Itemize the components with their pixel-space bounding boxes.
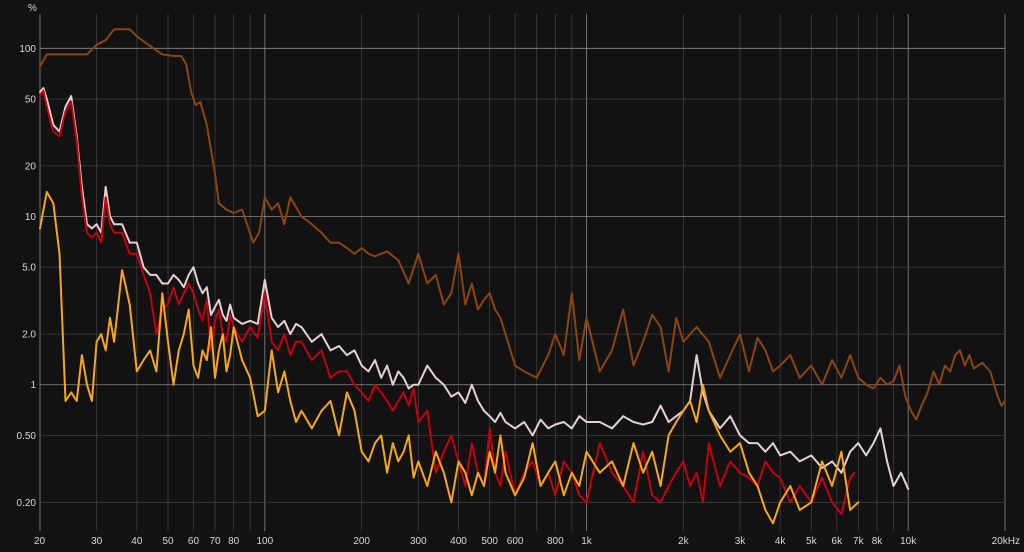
series-line-0	[39, 28, 1006, 421]
x-tick-label: 600	[507, 536, 524, 547]
y-axis-unit-label: %	[28, 3, 37, 14]
x-tick-label: 6k	[832, 536, 844, 547]
y-axis-tick-labels: 50 20 5.0 2.0 0.50 0.20 100 10 1	[17, 44, 37, 509]
x-tick-label: 500	[481, 536, 498, 547]
x-tick-label: 300	[410, 536, 427, 547]
x-tick-label: 200	[353, 536, 370, 547]
series-line-3	[39, 191, 860, 525]
x-tick-label: 20kHz	[992, 536, 1020, 547]
series-line-1	[39, 87, 910, 490]
y-tick-label: 0.50	[17, 431, 37, 442]
x-tick-label: 4k	[775, 536, 787, 547]
x-tick-label: 2k	[678, 536, 690, 547]
x-axis-tick-labels: 30 40 50 60 70 80 200 300 400 500 600 800 2k 3k 4k 5k 6k…	[34, 536, 1020, 547]
y-tick-label: 0.20	[17, 498, 37, 509]
y-tick-label: 10	[25, 212, 37, 223]
x-tick-label: 10k	[900, 536, 917, 547]
x-tick-label: 80	[228, 536, 240, 547]
series-line-2	[39, 89, 856, 516]
y-tick-label: 1	[30, 380, 36, 391]
x-tick-label: 100	[256, 536, 273, 547]
y-tick-label: 2.0	[22, 330, 36, 341]
x-tick-label: 70	[209, 536, 221, 547]
x-tick-label: 7k	[853, 536, 865, 547]
x-tick-label: 50	[162, 536, 174, 547]
y-tick-label: 20	[25, 161, 37, 172]
x-tick-label: 8k	[872, 536, 884, 547]
x-tick-label: 5k	[806, 536, 818, 547]
x-tick-label: 400	[450, 536, 467, 547]
x-tick-label: 40	[131, 536, 143, 547]
y-tick-label: 5.0	[22, 263, 36, 274]
x-tick-label: 3k	[735, 536, 747, 547]
x-tick-label: 30	[91, 536, 103, 547]
y-tick-label: 100	[19, 44, 36, 55]
x-tick-label: 800	[547, 536, 564, 547]
x-tick-label: 1k	[581, 536, 593, 547]
x-tick-label: 20	[34, 536, 46, 547]
x-tick-label: 60	[188, 536, 200, 547]
y-tick-label: 50	[25, 94, 37, 105]
series-layer	[39, 28, 1006, 525]
